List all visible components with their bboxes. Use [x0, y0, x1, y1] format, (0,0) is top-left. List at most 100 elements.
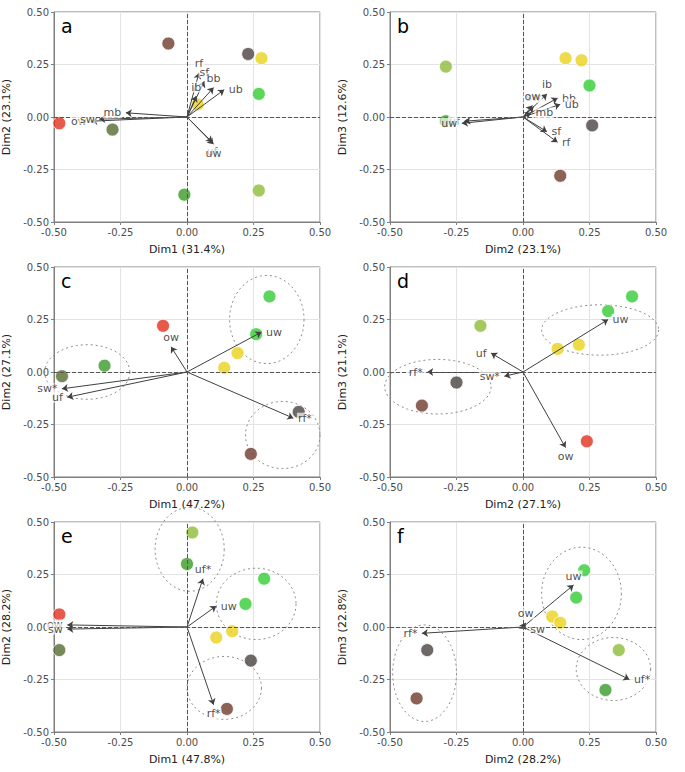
svg-text:mb: mb	[104, 106, 122, 119]
svg-text:Dim1 (31.4%): Dim1 (31.4%)	[149, 243, 225, 256]
svg-text:0.00: 0.00	[363, 112, 385, 123]
svg-text:-0.25: -0.25	[23, 164, 49, 175]
svg-text:0.00: 0.00	[176, 227, 198, 238]
svg-text:Dim2 (23.1%): Dim2 (23.1%)	[485, 243, 561, 256]
svg-text:0.50: 0.50	[645, 227, 667, 238]
svg-text:rf: rf	[562, 136, 572, 149]
svg-text:d: d	[397, 270, 409, 292]
svg-text:uw: uw	[206, 147, 222, 160]
svg-text:-0.25: -0.25	[444, 482, 470, 493]
svg-text:-0.25: -0.25	[23, 674, 49, 685]
svg-text:ow: ow	[524, 90, 540, 103]
svg-text:c: c	[61, 270, 71, 292]
svg-text:ow: ow	[558, 450, 574, 463]
svg-text:0.50: 0.50	[363, 517, 385, 528]
svg-text:sw: sw	[80, 113, 95, 126]
svg-text:Dim3 (22.8%): Dim3 (22.8%)	[336, 589, 349, 665]
svg-text:uw: uw	[266, 326, 282, 339]
svg-text:0.00: 0.00	[176, 737, 198, 748]
svg-text:-0.25: -0.25	[444, 737, 470, 748]
svg-text:ub: ub	[229, 83, 243, 96]
svg-text:0.00: 0.00	[27, 112, 49, 123]
svg-text:0.00: 0.00	[176, 482, 198, 493]
svg-text:bb: bb	[207, 72, 221, 85]
svg-text:ib: ib	[191, 81, 201, 94]
svg-text:-0.50: -0.50	[377, 737, 403, 748]
svg-text:ib: ib	[542, 78, 552, 91]
svg-text:uw: uw	[441, 117, 457, 130]
svg-text:f: f	[397, 525, 405, 547]
svg-text:0.25: 0.25	[578, 737, 600, 748]
svg-text:0.25: 0.25	[363, 314, 385, 325]
svg-text:uf: uf	[476, 347, 488, 360]
svg-text:0.50: 0.50	[309, 737, 331, 748]
svg-text:sw*: sw*	[480, 370, 501, 383]
svg-text:0.25: 0.25	[242, 737, 264, 748]
svg-text:0.50: 0.50	[363, 7, 385, 18]
svg-text:0.00: 0.00	[27, 622, 49, 633]
svg-text:-0.50: -0.50	[41, 482, 67, 493]
svg-text:-0.50: -0.50	[377, 227, 403, 238]
svg-text:uf*: uf*	[634, 673, 651, 686]
svg-text:-0.50: -0.50	[377, 482, 403, 493]
svg-text:rf*: rf*	[404, 627, 418, 640]
svg-text:Dim1 (47.8%): Dim1 (47.8%)	[149, 753, 225, 766]
svg-text:mb: mb	[535, 106, 553, 119]
svg-text:a: a	[61, 15, 73, 37]
svg-text:rf*: rf*	[409, 366, 423, 379]
svg-text:0.00: 0.00	[512, 227, 534, 238]
svg-text:-0.25: -0.25	[23, 419, 49, 430]
svg-text:Dim1 (47.2%): Dim1 (47.2%)	[149, 498, 225, 511]
svg-text:b: b	[397, 15, 409, 37]
svg-text:0.25: 0.25	[242, 482, 264, 493]
svg-text:Dim2 (27.1%): Dim2 (27.1%)	[0, 334, 13, 410]
svg-text:-0.50: -0.50	[41, 227, 67, 238]
svg-text:sf: sf	[551, 125, 562, 138]
svg-text:0.50: 0.50	[645, 482, 667, 493]
svg-text:0.50: 0.50	[27, 262, 49, 273]
svg-text:0.50: 0.50	[309, 482, 331, 493]
svg-text:ub: ub	[565, 98, 579, 111]
svg-text:uf*: uf*	[195, 563, 212, 576]
svg-text:uw: uw	[566, 570, 582, 583]
svg-text:0.50: 0.50	[27, 7, 49, 18]
svg-text:-0.25: -0.25	[359, 419, 385, 430]
svg-text:0.50: 0.50	[363, 262, 385, 273]
svg-text:Dim3 (12.6%): Dim3 (12.6%)	[336, 79, 349, 155]
svg-text:0.00: 0.00	[363, 367, 385, 378]
svg-text:0.25: 0.25	[27, 59, 49, 70]
svg-text:rf*: rf*	[207, 707, 221, 720]
svg-text:-0.25: -0.25	[444, 227, 470, 238]
svg-text:-0.25: -0.25	[108, 737, 134, 748]
svg-text:0.50: 0.50	[27, 517, 49, 528]
svg-text:e: e	[61, 525, 73, 547]
svg-text:sw: sw	[530, 623, 545, 636]
svg-text:0.25: 0.25	[363, 569, 385, 580]
svg-text:uf: uf	[52, 391, 64, 404]
svg-text:-0.25: -0.25	[108, 482, 134, 493]
svg-text:0.25: 0.25	[578, 482, 600, 493]
svg-text:rf*: rf*	[298, 412, 312, 425]
svg-text:0.00: 0.00	[512, 737, 534, 748]
svg-text:ow: ow	[518, 607, 534, 620]
svg-text:uw: uw	[221, 600, 237, 613]
svg-text:-0.25: -0.25	[108, 227, 134, 238]
svg-text:-0.50: -0.50	[41, 737, 67, 748]
svg-text:0.25: 0.25	[363, 59, 385, 70]
svg-text:0.50: 0.50	[645, 737, 667, 748]
svg-text:-0.25: -0.25	[359, 674, 385, 685]
svg-text:Dim2 (23.1%): Dim2 (23.1%)	[0, 79, 13, 155]
svg-text:0.00: 0.00	[512, 482, 534, 493]
svg-text:Dim2 (27.1%): Dim2 (27.1%)	[485, 498, 561, 511]
svg-text:Dim3 (21.1%): Dim3 (21.1%)	[336, 334, 349, 410]
svg-text:0.00: 0.00	[363, 622, 385, 633]
svg-text:uw: uw	[613, 313, 629, 326]
svg-text:sw: sw	[48, 623, 63, 636]
svg-text:0.25: 0.25	[242, 227, 264, 238]
svg-text:-0.25: -0.25	[359, 164, 385, 175]
svg-text:Dim2 (28.2%): Dim2 (28.2%)	[0, 589, 13, 665]
svg-text:0.50: 0.50	[309, 227, 331, 238]
svg-text:Dim2 (28.2%): Dim2 (28.2%)	[485, 753, 561, 766]
svg-text:ow: ow	[163, 331, 179, 344]
svg-text:0.25: 0.25	[578, 227, 600, 238]
